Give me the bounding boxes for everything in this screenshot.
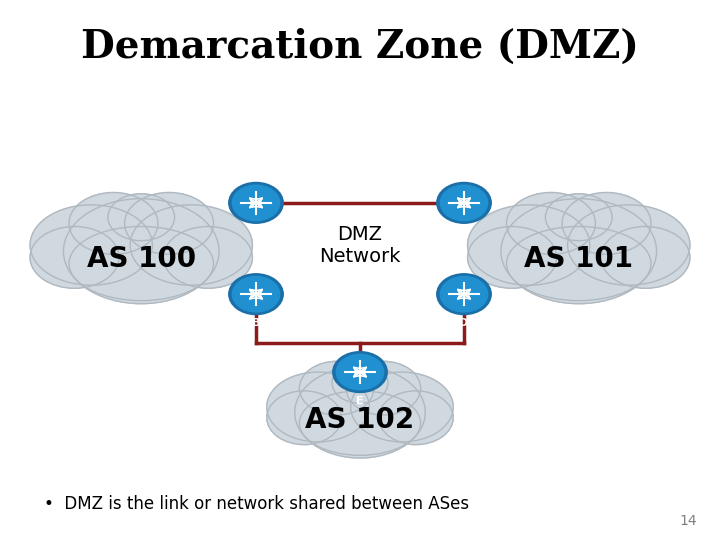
Circle shape <box>233 276 279 312</box>
Ellipse shape <box>546 194 612 241</box>
Ellipse shape <box>467 205 590 285</box>
Text: 14: 14 <box>680 514 697 528</box>
Circle shape <box>233 185 279 220</box>
Ellipse shape <box>506 192 595 254</box>
Circle shape <box>437 183 491 223</box>
Text: B: B <box>252 318 260 328</box>
Circle shape <box>229 274 283 315</box>
Ellipse shape <box>567 205 690 285</box>
Ellipse shape <box>601 226 690 288</box>
Ellipse shape <box>300 391 420 455</box>
Text: Demarcation Zone (DMZ): Demarcation Zone (DMZ) <box>81 28 639 66</box>
Ellipse shape <box>30 226 119 288</box>
Ellipse shape <box>130 205 253 285</box>
Ellipse shape <box>300 361 374 415</box>
Circle shape <box>437 274 491 315</box>
Ellipse shape <box>501 199 657 303</box>
Circle shape <box>441 185 487 220</box>
Ellipse shape <box>108 194 174 241</box>
Circle shape <box>229 183 283 223</box>
Text: A: A <box>252 227 261 237</box>
Ellipse shape <box>346 361 420 415</box>
Circle shape <box>333 352 387 393</box>
Ellipse shape <box>69 192 158 254</box>
Text: DMZ
Network: DMZ Network <box>319 225 401 266</box>
Ellipse shape <box>69 226 214 301</box>
Text: C: C <box>460 227 468 237</box>
Circle shape <box>441 276 487 312</box>
Ellipse shape <box>30 205 153 285</box>
Ellipse shape <box>506 226 651 301</box>
Ellipse shape <box>267 391 341 444</box>
Text: D: D <box>459 318 469 328</box>
Ellipse shape <box>267 372 369 442</box>
Ellipse shape <box>63 199 219 303</box>
Circle shape <box>336 354 384 390</box>
Text: E: E <box>356 396 364 406</box>
Ellipse shape <box>125 192 214 254</box>
Ellipse shape <box>351 372 453 442</box>
Ellipse shape <box>379 391 453 444</box>
Text: •  DMZ is the link or network shared between ASes: • DMZ is the link or network shared betw… <box>45 495 469 512</box>
Text: AS 101: AS 101 <box>524 245 634 273</box>
Text: AS 100: AS 100 <box>86 245 196 273</box>
Ellipse shape <box>294 367 426 458</box>
Ellipse shape <box>163 226 253 288</box>
Ellipse shape <box>467 226 557 288</box>
Ellipse shape <box>332 362 388 403</box>
Text: AS 102: AS 102 <box>305 407 415 434</box>
Ellipse shape <box>562 192 651 254</box>
